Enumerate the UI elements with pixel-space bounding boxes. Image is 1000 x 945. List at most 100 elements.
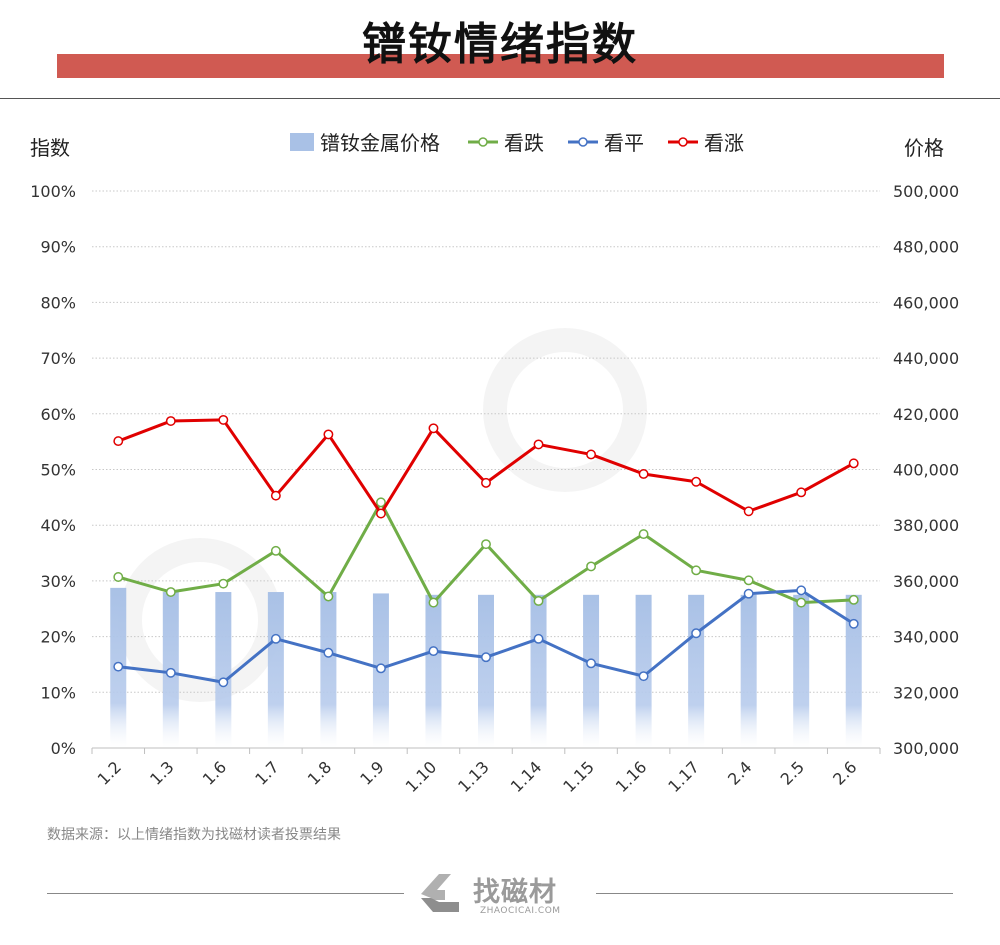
y-left-tick-label: 20%: [40, 628, 76, 647]
x-tick-label: 1.6: [199, 757, 230, 788]
point-看平: [586, 658, 597, 669]
y-left-tick-label: 80%: [40, 293, 76, 312]
x-tick-label: 1.16: [612, 757, 651, 796]
y-left-axis-title: 指数: [30, 136, 70, 160]
point-看平: [533, 633, 544, 644]
y-left-tick-label: 60%: [40, 405, 76, 424]
x-tick-label: 1.9: [356, 757, 387, 788]
price-bar: [530, 594, 547, 748]
point-看平: [481, 652, 491, 663]
y-right-tick-label: 420,000: [893, 405, 959, 424]
point-看涨: [165, 416, 176, 426]
point-看平: [218, 677, 229, 688]
point-看涨: [848, 458, 859, 469]
point-看跌: [113, 572, 124, 582]
price-bar: [583, 594, 600, 748]
price-bar: [793, 594, 810, 748]
point-看涨: [270, 490, 281, 501]
point-看平: [691, 628, 702, 639]
legend-marker-看跌: [478, 137, 488, 147]
x-tick-label: 1.2: [94, 757, 125, 788]
x-tick-label: 1.3: [146, 757, 177, 788]
point-看涨: [533, 439, 544, 450]
line-看涨: [117, 418, 855, 516]
point-看涨: [113, 436, 124, 447]
price-bar: [320, 592, 337, 748]
x-tick-label: 2.6: [829, 757, 860, 788]
legend-label-看涨: 看涨: [704, 131, 744, 155]
y-right-tick-label: 460,000: [893, 293, 959, 312]
point-看跌: [375, 497, 386, 508]
point-看平: [848, 618, 859, 629]
y-left-tick-label: 10%: [40, 683, 76, 702]
y-right-tick-label: 300,000: [893, 739, 959, 758]
top-divider: [0, 98, 1000, 99]
line-series-group: [113, 414, 859, 688]
price-bar: [688, 594, 705, 748]
legend-label-看平: 看平: [604, 131, 644, 155]
point-看跌: [218, 578, 229, 589]
point-看涨: [796, 487, 807, 498]
y-right-tick-label: 320,000: [893, 683, 959, 702]
point-看涨: [218, 414, 229, 425]
x-tick-label: 2.5: [777, 757, 808, 788]
point-看涨: [638, 469, 649, 479]
bar-series-price: [110, 587, 862, 748]
x-tick-label: 1.15: [559, 757, 598, 796]
x-tick-label: 1.7: [251, 757, 282, 788]
legend-swatch-price: [290, 133, 314, 151]
point-看跌: [481, 539, 491, 550]
x-tick-label: 1.10: [402, 757, 441, 796]
point-看跌: [848, 594, 859, 605]
point-看涨: [323, 429, 334, 440]
point-看跌: [323, 591, 334, 602]
y-left-tick-label: 90%: [40, 238, 76, 257]
y-right-tick-label: 360,000: [893, 572, 959, 591]
legend-label-price: 镨钕金属价格: [320, 131, 440, 155]
point-看平: [375, 663, 386, 674]
price-bar: [215, 592, 232, 748]
point-看涨: [375, 508, 386, 519]
x-tick-label: 1.14: [507, 757, 546, 796]
x-tick-label: 1.8: [304, 757, 335, 788]
y-right-axis-title: 价格: [904, 136, 944, 160]
point-看跌: [586, 561, 597, 572]
y-left-tick-label: 0%: [51, 739, 76, 758]
y-left-tick-label: 70%: [40, 349, 76, 368]
legend-label-看跌: 看跌: [504, 131, 544, 155]
sentiment-chart: 0% 10% 20% 30% 40% 50% 60% 70% 80% 90% 100% 300,000…: [30, 131, 959, 796]
y-right-tick-label: 340,000: [893, 628, 959, 647]
price-bar: [267, 592, 284, 748]
point-看涨: [586, 449, 597, 460]
legend-marker-看平: [578, 137, 588, 147]
point-看平: [113, 661, 124, 672]
y-left-tick-label: 40%: [40, 516, 76, 535]
y-right-tick-label: 380,000: [893, 516, 959, 535]
legend: 镨钕金属价格 看跌 看平 看涨: [290, 131, 744, 155]
point-看平: [323, 647, 334, 658]
x-tick-label: 1.17: [664, 757, 703, 796]
point-看平: [270, 633, 281, 644]
price-bar: [740, 594, 757, 748]
price-bar: [478, 594, 494, 748]
price-bar: [425, 594, 442, 748]
point-看跌: [796, 597, 807, 608]
point-看涨: [428, 423, 439, 434]
source-note: 数据来源：以上情绪指数为找磁材读者投票结果: [47, 827, 341, 843]
point-看跌: [270, 545, 281, 556]
footer-divider-left: [47, 893, 404, 894]
point-看跌: [743, 575, 754, 586]
point-看平: [165, 667, 176, 678]
y-right-tick-label: 480,000: [893, 238, 959, 257]
point-看涨: [481, 477, 491, 488]
point-看跌: [165, 587, 176, 597]
title-underline-bar: [57, 54, 944, 78]
footer-brand: 找磁材: [473, 877, 557, 908]
x-tick-label: 1.13: [454, 757, 493, 796]
point-看平: [796, 585, 807, 596]
y-right-tick-label: 400,000: [893, 461, 959, 480]
point-看平: [743, 588, 754, 599]
point-看跌: [638, 529, 649, 540]
price-bar: [845, 594, 862, 748]
point-看跌: [533, 596, 544, 606]
